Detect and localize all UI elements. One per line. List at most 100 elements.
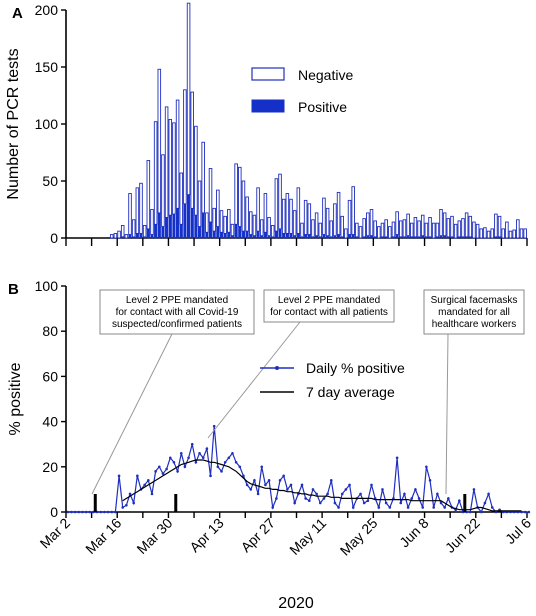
- point-daily: [523, 510, 527, 514]
- bar-negative: [439, 209, 443, 237]
- annotation-leader-line: [91, 333, 173, 495]
- bar-positive: [497, 236, 502, 239]
- bar-positive: [285, 233, 289, 239]
- bar-negative: [457, 220, 462, 238]
- point-daily: [490, 506, 494, 509]
- point-daily: [293, 501, 296, 505]
- point-daily: [472, 488, 476, 491]
- bar-negative: [479, 228, 484, 239]
- point-daily: [212, 424, 216, 428]
- bar-negative: [322, 197, 326, 236]
- bar-negative: [238, 166, 242, 228]
- point-daily: [487, 492, 490, 496]
- point-daily: [253, 479, 256, 482]
- bar-negative: [146, 160, 151, 230]
- bar-positive: [369, 235, 374, 239]
- bar-positive: [132, 236, 136, 239]
- bar-negative: [303, 199, 308, 236]
- bar-negative: [475, 223, 480, 239]
- point-daily: [179, 451, 183, 455]
- bar-negative: [373, 220, 377, 238]
- point-daily: [161, 472, 165, 475]
- legend-label-daily: Daily % positive: [306, 360, 405, 376]
- bar-positive: [289, 233, 293, 239]
- bar-positive: [154, 224, 158, 239]
- bar-negative: [311, 219, 315, 238]
- bar-negative: [333, 203, 337, 237]
- x-axis-title: 2020: [278, 595, 314, 612]
- bar-negative: [278, 173, 282, 230]
- bar-positive: [402, 236, 406, 239]
- point-daily: [194, 460, 198, 464]
- bar-negative: [362, 218, 366, 238]
- point-daily: [483, 501, 487, 505]
- bar-negative: [223, 215, 227, 234]
- point-daily: [73, 510, 77, 514]
- point-daily: [359, 492, 362, 496]
- bar-positive: [245, 230, 249, 239]
- bar-negative: [377, 226, 381, 239]
- bar-negative: [417, 220, 421, 238]
- point-daily: [439, 501, 443, 505]
- bar-positive: [267, 235, 271, 239]
- point-daily: [527, 510, 531, 514]
- bar-positive: [150, 234, 154, 239]
- bar-negative: [453, 223, 458, 239]
- point-daily: [468, 510, 472, 514]
- bar-negative: [128, 193, 132, 236]
- bar-positive: [219, 232, 224, 239]
- bar-positive: [410, 236, 414, 239]
- bar-positive: [230, 235, 235, 239]
- bar-negative: [234, 163, 238, 225]
- bar-positive: [190, 208, 194, 239]
- point-daily: [410, 497, 414, 500]
- point-daily: [223, 460, 227, 464]
- bar-negative: [464, 212, 469, 238]
- annotation-box: [99, 289, 255, 335]
- bar-positive: [380, 236, 385, 239]
- point-daily: [245, 483, 249, 487]
- bar-negative: [183, 89, 187, 205]
- point-daily: [77, 510, 81, 514]
- point-daily: [315, 492, 318, 496]
- bar-positive: [450, 236, 454, 239]
- bar-positive: [293, 235, 297, 239]
- bar-positive: [278, 228, 282, 239]
- point-daily: [128, 492, 132, 496]
- bar-positive: [494, 236, 498, 239]
- point-daily: [326, 492, 329, 496]
- point-daily: [147, 479, 150, 482]
- point-daily: [264, 483, 267, 487]
- bar-negative: [267, 217, 271, 237]
- bar-positive: [465, 236, 469, 239]
- bar-negative: [285, 193, 290, 234]
- y-tick-label: 100: [35, 278, 59, 294]
- bar-negative: [497, 215, 502, 238]
- bar-negative: [205, 212, 209, 233]
- bar-positive: [256, 230, 260, 239]
- point-daily: [187, 456, 190, 460]
- point-daily: [447, 497, 450, 500]
- bar-positive: [439, 235, 443, 239]
- bar-negative: [329, 220, 334, 238]
- bar-negative: [508, 230, 513, 239]
- bar-negative: [252, 214, 257, 237]
- bar-negative: [395, 211, 399, 236]
- x-tick-label: Jun 8: [396, 515, 432, 551]
- bar-positive: [315, 235, 319, 239]
- x-tick-label: Jun 22: [442, 515, 483, 556]
- bar-negative: [259, 219, 264, 237]
- bar-positive: [435, 236, 439, 239]
- point-daily: [157, 465, 161, 469]
- point-daily: [421, 506, 425, 509]
- bar-negative: [505, 221, 509, 239]
- bar-positive: [179, 224, 183, 239]
- bar-negative: [292, 210, 297, 237]
- point-daily: [322, 497, 326, 500]
- bar-positive: [395, 234, 399, 239]
- point-daily: [337, 506, 340, 509]
- bar-positive: [318, 236, 322, 239]
- bar-negative: [347, 199, 352, 236]
- bar-positive: [165, 217, 169, 239]
